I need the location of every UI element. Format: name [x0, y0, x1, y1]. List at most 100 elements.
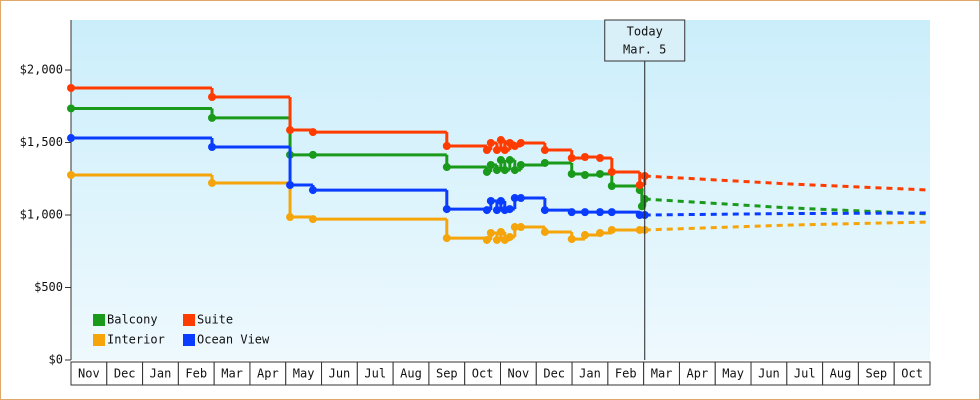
legend-swatch [93, 314, 105, 326]
price-point [492, 235, 501, 244]
price-point [482, 235, 491, 244]
x-tick-label: Dec [114, 367, 136, 381]
legend-swatch [93, 334, 105, 346]
price-point [567, 154, 576, 163]
price-point [482, 206, 491, 215]
x-tick-label: Mar [221, 367, 243, 381]
price-point [510, 223, 519, 232]
price-point [516, 160, 525, 169]
x-tick-label: Feb [615, 367, 637, 381]
price-point [607, 225, 616, 234]
price-point [567, 169, 576, 178]
price-point [67, 134, 75, 143]
legend-label: Suite [197, 313, 233, 327]
price-point [505, 233, 514, 242]
price-point [496, 156, 505, 165]
y-tick-label: $500 [34, 280, 63, 294]
price-point [580, 170, 589, 179]
price-point [442, 234, 451, 243]
legend-label: Ocean View [197, 333, 270, 347]
price-point [505, 156, 514, 165]
price-point [607, 208, 616, 217]
x-tick-label: Nov [508, 367, 530, 381]
price-point [635, 180, 644, 189]
x-tick-label: May [293, 367, 315, 381]
x-tick-label: Jun [758, 367, 780, 381]
x-tick-label: Nov [78, 367, 100, 381]
x-tick-label: Mar [651, 367, 673, 381]
x-tick-label: Apr [257, 367, 279, 381]
price-point [492, 206, 501, 215]
price-point [516, 223, 525, 232]
x-tick-label: Jul [794, 367, 816, 381]
price-point [286, 213, 295, 222]
price-point [67, 170, 75, 179]
price-point [567, 235, 576, 244]
x-tick-label: Aug [830, 367, 852, 381]
legend-label: Balcony [107, 313, 158, 327]
y-tick-label: $1,500 [20, 135, 63, 149]
forecast-line [644, 197, 931, 216]
today-box [604, 19, 686, 62]
plot-area [71, 20, 930, 360]
price-point [208, 92, 217, 101]
price-point [208, 178, 217, 187]
price-point [540, 146, 549, 155]
price-point [540, 227, 549, 236]
price-point [67, 84, 75, 92]
price-point [308, 215, 317, 224]
price-point [596, 169, 605, 178]
x-tick-label: Jan [150, 367, 172, 381]
x-tick-label: Jul [364, 367, 386, 381]
price-point [486, 160, 495, 169]
price-point [496, 136, 505, 145]
x-tick-label: Jun [329, 367, 351, 381]
price-point [208, 143, 217, 152]
price-point [442, 163, 451, 172]
x-tick-label: Dec [543, 367, 565, 381]
x-tick-label: Jan [579, 367, 601, 381]
price-point [482, 167, 491, 176]
price-point [540, 158, 549, 167]
price-point [496, 227, 505, 236]
y-tick-label: $0 [49, 353, 63, 367]
price-point [510, 166, 519, 175]
price-point [442, 205, 451, 214]
price-point [67, 104, 75, 113]
price-point [580, 208, 589, 217]
x-tick-label: Sep [436, 367, 458, 381]
price-point [607, 182, 616, 191]
price-point [482, 146, 491, 155]
price-point [596, 228, 605, 237]
legend-swatch [183, 314, 195, 326]
forecast-line [644, 174, 931, 192]
x-tick-label: Oct [901, 367, 923, 381]
price-point [486, 196, 495, 205]
forecast-line [644, 211, 931, 217]
legend-label: Interior [107, 333, 165, 347]
price-point [500, 166, 509, 175]
today-label: Mar. 5 [623, 43, 666, 57]
price-point [516, 194, 525, 203]
price-point [567, 208, 576, 217]
legend-swatch [183, 334, 195, 346]
today-label: Today [627, 25, 663, 39]
y-tick-label: $2,000 [20, 63, 63, 77]
price-point [607, 167, 616, 176]
x-tick-label: Apr [687, 367, 709, 381]
price-point [496, 196, 505, 205]
price-point [442, 141, 451, 150]
price-point [596, 154, 605, 163]
price-point [308, 150, 317, 159]
price-point [286, 126, 295, 135]
x-tick-label: May [722, 367, 744, 381]
price-point [505, 205, 514, 214]
x-tick-label: Feb [185, 367, 207, 381]
price-point [637, 202, 646, 211]
price-point [540, 206, 549, 215]
price-point [208, 113, 217, 122]
price-point [492, 146, 501, 155]
forecast-line [644, 220, 931, 232]
price-point [580, 231, 589, 240]
